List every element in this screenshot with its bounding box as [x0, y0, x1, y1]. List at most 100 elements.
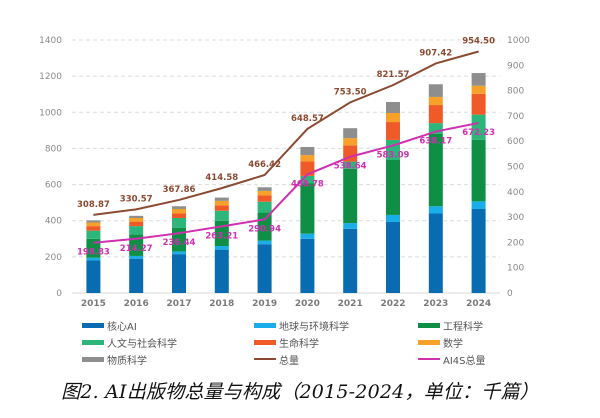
legend-swatch — [418, 322, 440, 328]
bar-segment — [386, 214, 400, 222]
bar-segment — [386, 221, 400, 293]
data-label: 263.21 — [205, 231, 238, 241]
bar-segment — [471, 85, 486, 94]
left-tick-label: 800 — [45, 144, 62, 154]
legend-item: 总量 — [254, 352, 418, 367]
data-label: 907.42 — [419, 48, 452, 58]
bar-segment — [214, 205, 229, 211]
bar-segment — [129, 218, 144, 222]
data-label: 672.23 — [462, 128, 495, 138]
bar-segment — [300, 175, 315, 184]
bar-segment — [343, 161, 358, 169]
bar-segment — [129, 226, 144, 235]
left-tick-label: 0 — [56, 289, 62, 299]
series-line — [93, 50, 479, 216]
bar-segment — [343, 128, 358, 139]
right-tick-label: 1000 — [507, 36, 530, 46]
bar-segment — [471, 201, 486, 209]
x-tick-label: 2022 — [380, 299, 405, 309]
x-tick-label: 2018 — [209, 299, 234, 309]
bar-segment — [172, 206, 186, 209]
legend-label: 数学 — [443, 338, 463, 350]
x-tick-label: 2019 — [252, 299, 277, 309]
bar-segment — [214, 246, 229, 250]
legend-item: 地球与环境科学 — [254, 318, 418, 333]
bar-segment — [428, 96, 443, 106]
bar-segment — [86, 226, 101, 231]
right-tick-label: 400 — [507, 188, 524, 198]
legend-swatch — [254, 322, 276, 328]
legend-item: 人文与社会科学 — [82, 335, 254, 350]
x-tick-label: 2021 — [338, 299, 363, 309]
legend-swatch — [82, 356, 104, 362]
bar-segment — [386, 159, 400, 215]
right-tick-label: 900 — [507, 61, 524, 71]
right-tick-label: 500 — [507, 163, 524, 173]
legend-item: 核心AI — [82, 318, 254, 333]
legend-item: 工程科学 — [418, 318, 552, 333]
data-label: 538.64 — [334, 162, 367, 172]
bar-segment — [172, 208, 186, 214]
data-label: 330.57 — [120, 194, 153, 204]
data-label: 236.44 — [163, 238, 196, 248]
bar-segment — [129, 221, 144, 227]
bar-segment — [300, 233, 315, 239]
bar-segment — [343, 223, 358, 229]
x-tick-label: 2016 — [124, 299, 149, 309]
bar-segment — [428, 133, 443, 207]
x-axis-ticks: 2015 2016 2017 2018 2019 2020 2021 2022 2023 2024 — [81, 299, 491, 309]
data-label: 583.09 — [377, 150, 410, 160]
right-tick-label: 100 — [507, 264, 524, 274]
right-tick-label: 0 — [507, 289, 513, 299]
bar-segment — [428, 105, 443, 124]
data-labels: 308.87 330.57 367.86 414.58 466.42 648.57 753.… — [77, 37, 495, 258]
chart: 0 200 400 600 800 1000 1200 1400 0 100 200 300 400 5… — [39, 36, 530, 309]
legend-swatch — [418, 339, 440, 345]
bar-segment — [343, 168, 358, 224]
data-label: 954.50 — [462, 37, 495, 47]
bar-segment — [86, 222, 101, 227]
data-label: 753.50 — [334, 87, 367, 97]
gridlines — [72, 39, 500, 294]
bar-segment — [86, 238, 101, 258]
left-tick-label: 1200 — [39, 72, 62, 82]
bar-segment — [129, 258, 144, 293]
bar-segment — [257, 244, 272, 293]
bar-segment — [172, 218, 186, 228]
bar-segment — [214, 210, 229, 221]
bar-segment — [428, 84, 443, 97]
legend-swatch — [418, 358, 440, 360]
bar-segment — [428, 123, 443, 134]
data-label: 466.42 — [248, 160, 281, 170]
bar-segment — [257, 187, 272, 191]
x-tick-label: 2024 — [466, 299, 491, 309]
left-tick-label: 200 — [45, 253, 62, 263]
bar-segment — [86, 260, 101, 293]
bar-segment — [471, 114, 486, 140]
bar-segment — [300, 238, 315, 293]
data-label: 367.86 — [163, 185, 196, 195]
left-tick-label: 1400 — [39, 36, 62, 46]
left-tick-label: 600 — [45, 181, 62, 191]
bar-segment — [172, 254, 186, 293]
bar-segment — [129, 215, 144, 219]
right-tick-label: 800 — [507, 87, 524, 97]
legend-swatch — [254, 358, 276, 360]
legend-item: 数学 — [418, 335, 552, 350]
bar-segment — [86, 220, 101, 223]
bar-segment — [257, 240, 272, 245]
x-tick-label: 2017 — [166, 299, 191, 309]
bar-segment — [300, 183, 315, 234]
bar-segment — [343, 228, 358, 293]
bar-segment — [386, 122, 400, 140]
bar-segment — [257, 190, 272, 196]
right-tick-label: 600 — [507, 137, 524, 147]
left-tick-label: 1000 — [39, 108, 62, 118]
x-tick-label: 2023 — [423, 299, 448, 309]
bar-segment — [300, 146, 315, 156]
bar-segment — [214, 197, 229, 201]
legend-label: 总量 — [279, 355, 299, 367]
legend-label: 核心AI — [107, 321, 137, 333]
bar-segment — [172, 213, 186, 219]
data-label: 468.78 — [291, 179, 324, 189]
